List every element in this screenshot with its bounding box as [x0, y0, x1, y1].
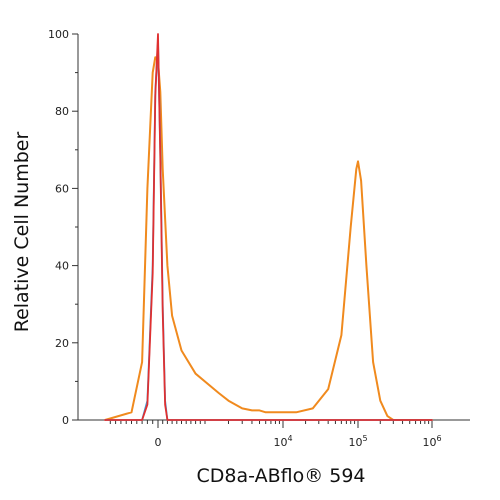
- ticks: 0 20 40 60 80 100 0 104 105 106: [48, 28, 442, 449]
- x-tick-label: 0: [155, 436, 162, 449]
- y-tick-label: 40: [55, 260, 69, 273]
- y-tick-label: 100: [48, 28, 69, 41]
- x-axis-label: CD8a-ABflo® 594: [197, 465, 366, 487]
- x-tick-label: 104: [273, 434, 292, 449]
- y-axis-label: Relative Cell Number: [11, 132, 33, 333]
- y-tick-label: 60: [55, 182, 69, 195]
- x-tick-label: 106: [422, 434, 441, 449]
- series-line-3: [104, 33, 433, 421]
- axes: [77, 34, 470, 421]
- series-group: [104, 33, 433, 421]
- y-tick-label: 20: [55, 337, 69, 350]
- y-tick-label: 80: [55, 105, 69, 118]
- x-tick-label: 105: [348, 434, 367, 449]
- y-tick-label: 0: [62, 414, 69, 427]
